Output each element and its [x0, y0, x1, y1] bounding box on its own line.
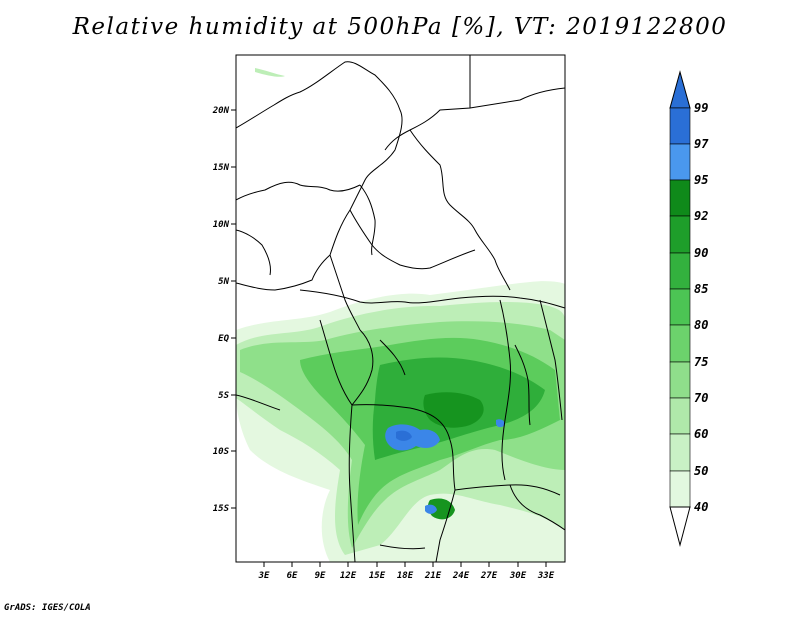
- rh-95-blob: [385, 424, 440, 451]
- rh-92: [423, 392, 484, 428]
- colorbar-bottom-arrow: [669, 506, 691, 547]
- colorbar-swatch: [669, 107, 691, 145]
- humidity-field: [236, 68, 565, 562]
- colorbar-label: 80: [694, 318, 708, 332]
- colorbar-label: 50: [694, 464, 708, 478]
- lon-label: 3E: [258, 571, 270, 581]
- lat-ticks: [231, 109, 236, 509]
- colorbar-label: 97: [694, 137, 709, 151]
- lon-label: 33E: [537, 571, 555, 581]
- colorbar-label: 95: [694, 173, 708, 187]
- map-frame: [235, 54, 566, 563]
- lon-label: 18E: [397, 571, 414, 581]
- rh-95-blob3: [496, 419, 505, 428]
- lon-label: 6E: [287, 571, 298, 581]
- lat-label: EQ: [218, 334, 229, 344]
- lat-label: 15S: [213, 504, 230, 514]
- colorbar-swatch: [669, 215, 691, 254]
- lon-labels: 3E 6E 9E 12E 15E 18E 21E 24E 27E 30E 33E: [258, 571, 555, 581]
- colorbar-swatch: [669, 324, 691, 363]
- lat-label: 5N: [218, 277, 229, 287]
- lon-label: 21E: [424, 571, 442, 581]
- colorbar-label: 60: [694, 427, 708, 441]
- colorbar-label: 92: [694, 209, 708, 223]
- lat-label: 15N: [213, 163, 230, 173]
- lon-ticks: [263, 562, 547, 567]
- lat-label: 10S: [213, 447, 230, 457]
- rh-97-blob: [396, 430, 412, 441]
- lat-label: 10N: [213, 220, 230, 230]
- lon-label: 24E: [452, 571, 470, 581]
- colorbar-label: 70: [694, 391, 708, 405]
- colorbar-swatch: [669, 433, 691, 472]
- lon-label: 30E: [509, 571, 527, 581]
- map-title: Relative humidity at 500hPa [%], VT: 201…: [72, 14, 728, 40]
- colorbar-label: 85: [694, 282, 708, 296]
- rh-95-blob2: [425, 504, 437, 514]
- lon-label: 9E: [315, 571, 326, 581]
- colorbar-swatch: [669, 397, 691, 435]
- lat-label: 20N: [212, 106, 230, 116]
- colorbar-top-arrow: [669, 70, 691, 109]
- lat-label: 5S: [218, 391, 229, 401]
- colorbar-swatch: [669, 361, 691, 399]
- colorbar-swatch: [669, 143, 691, 181]
- colorbar-label: 75: [694, 355, 708, 369]
- colorbar-swatch: [669, 288, 691, 326]
- colorbar-swatch: [669, 470, 691, 508]
- grads-credit: GrADS: IGES/COLA: [4, 603, 91, 613]
- lon-label: 12E: [340, 571, 357, 581]
- lon-label: 15E: [369, 571, 386, 581]
- colorbar-swatch: [669, 252, 691, 290]
- colorbar-labels: 99 97 95 92 90 85 80 75 70 60 50 40: [694, 101, 709, 514]
- lon-label: 27E: [480, 571, 498, 581]
- lat-labels: 20N 15N 10N 5N EQ 5S 10S 15S: [212, 106, 230, 514]
- colorbar-label: 40: [694, 500, 708, 514]
- colorbar-label: 99: [694, 101, 708, 115]
- rh-60-north: [255, 68, 285, 77]
- colorbar-label: 90: [694, 246, 708, 260]
- country-borders: [236, 55, 565, 562]
- colorbar: [669, 70, 691, 547]
- colorbar-swatch: [669, 179, 691, 217]
